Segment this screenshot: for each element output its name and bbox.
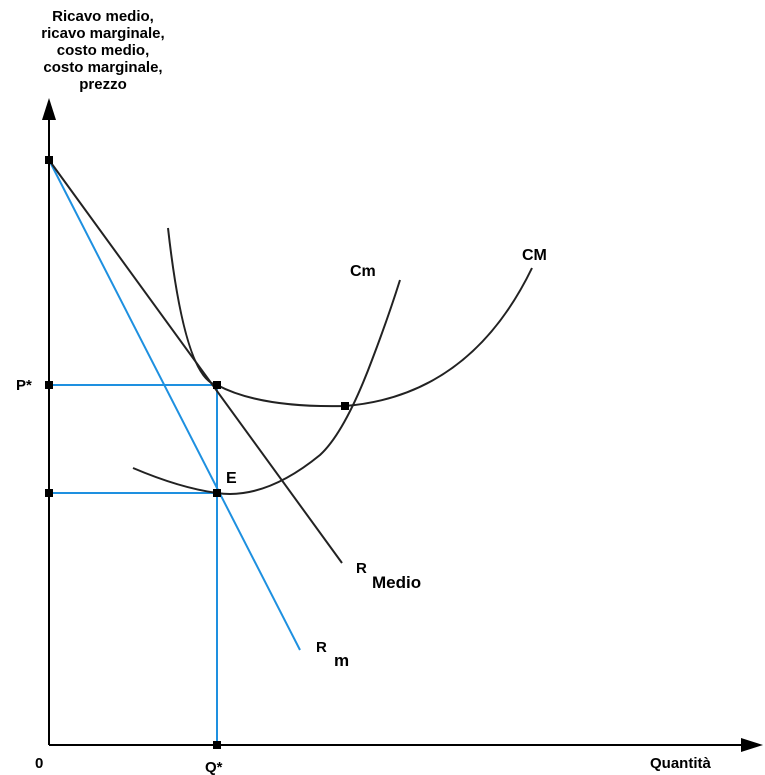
y-axis-label-line: ricavo marginale,: [41, 25, 165, 42]
y-axis-label-line: costo marginale,: [43, 59, 163, 76]
mc-axis-point: [45, 489, 53, 497]
marginal-cost-curve: [132, 279, 401, 495]
average-revenue-label: R Medio: [356, 560, 421, 592]
marginal-revenue-label-main: R: [316, 639, 327, 656]
y-axis-label-line: Ricavo medio,: [52, 8, 154, 25]
average-cost-curve: [167, 227, 533, 408]
y-axis-arrow: [42, 98, 56, 120]
price-point: [213, 381, 221, 389]
marginal-revenue-label: R m: [316, 639, 349, 670]
quantity-label: Q*: [205, 759, 223, 775]
average-revenue-label-sub: Medio: [372, 573, 421, 592]
equilibrium-label: E: [226, 470, 237, 487]
marginal-revenue-curve: [48, 159, 301, 651]
average-cost-label: CM: [522, 247, 547, 264]
y-axis-label: Ricavo medio, ricavo marginale, costo me…: [8, 8, 198, 93]
average-revenue-label-main: R: [356, 560, 367, 577]
equilibrium-point: [213, 489, 221, 497]
x-axis-label: Quantità: [650, 755, 711, 772]
marginal-revenue-label-sub: m: [334, 651, 349, 670]
origin-label: 0: [35, 755, 43, 772]
min-average-cost-point: [341, 402, 349, 410]
y-axis-label-line: prezzo: [79, 76, 127, 93]
y-axis-label-line: costo medio,: [56, 42, 150, 59]
price-axis-point: [45, 381, 53, 389]
price-label: P*: [16, 377, 32, 394]
quantity-axis-point: [213, 741, 221, 749]
y-intercept-point: [45, 156, 53, 164]
x-axis-arrow: [741, 738, 763, 752]
marginal-cost-label: Cm: [350, 263, 376, 280]
